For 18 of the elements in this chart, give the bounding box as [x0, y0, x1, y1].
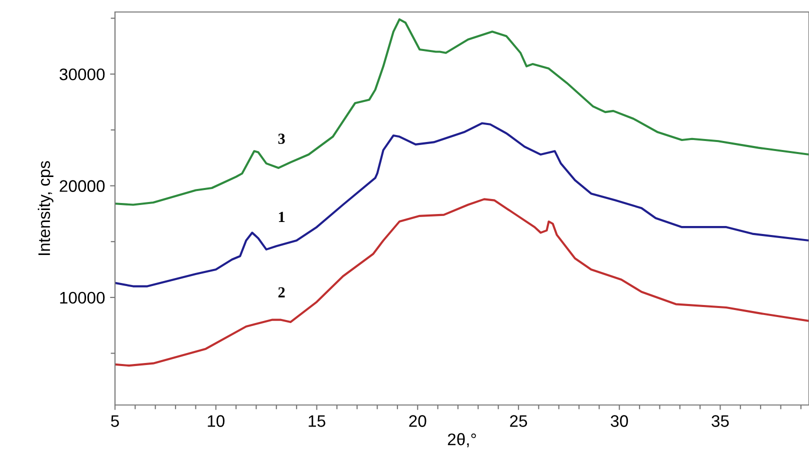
x-tick-label: 35 [712, 415, 729, 427]
series-label: 1 [278, 212, 285, 222]
line-series [115, 122, 809, 288]
y-tick-label: 20000 [60, 180, 105, 192]
series-label: 2 [278, 287, 285, 298]
y-axis-title: Intensity, cps [38, 161, 54, 255]
line-series [115, 198, 809, 367]
y-tick-label: 30000 [60, 68, 105, 80]
x-tick-label: 30 [610, 415, 628, 427]
x-tick-label: 20 [409, 415, 426, 427]
x-tick-label: 15 [308, 415, 326, 427]
y-tick-label: 10000 [60, 292, 105, 304]
x-tick-label: 25 [510, 415, 528, 427]
x-axis-title: 2θ,° [448, 433, 476, 448]
series-label: 3 [278, 134, 285, 144]
line-series [115, 18, 809, 206]
x-tick-label: 5 [111, 415, 119, 427]
x-tick-label: 10 [208, 415, 224, 427]
